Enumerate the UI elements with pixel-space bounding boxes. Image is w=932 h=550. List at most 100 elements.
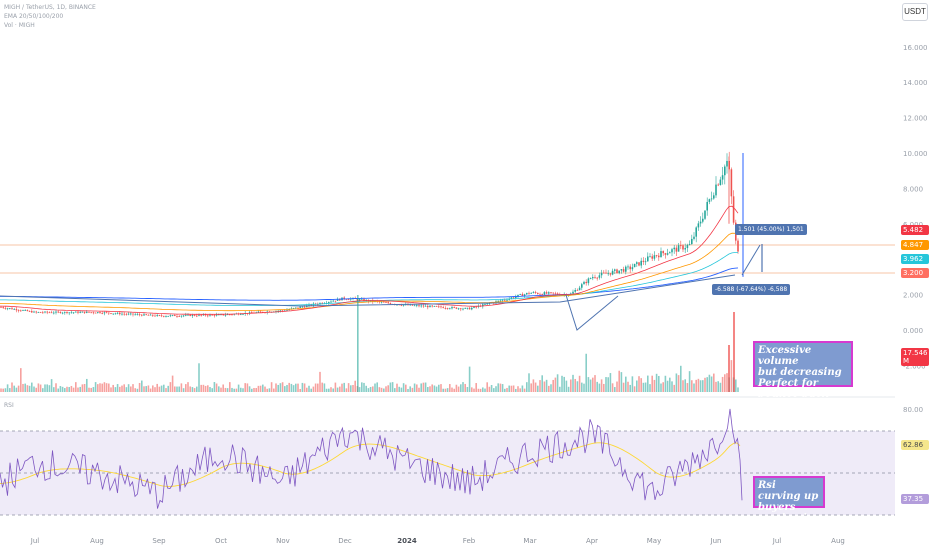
volume-bar [609, 373, 612, 392]
candle-body [171, 315, 174, 316]
volume-bar [39, 384, 42, 392]
volume-bar [600, 379, 603, 392]
volume-bar [570, 379, 572, 392]
volume-bar [374, 383, 376, 392]
candle-body [110, 313, 112, 314]
volume-bar [365, 385, 367, 392]
candle-body [636, 262, 638, 264]
volume-bar [644, 382, 647, 392]
time-axis-tick: Aug [831, 537, 845, 545]
volume-bar [310, 388, 312, 392]
volume-bar [616, 381, 618, 392]
volume-bar [504, 388, 506, 392]
volume-bar [357, 295, 359, 392]
volume-bar [680, 365, 682, 392]
volume-bar [132, 384, 134, 392]
volume-bar [589, 379, 592, 392]
candle-body [130, 313, 132, 315]
volume-bar [323, 383, 326, 392]
candle-body [105, 312, 108, 314]
candle-body [545, 292, 548, 294]
volume-bar [154, 387, 156, 392]
candle-body [28, 311, 31, 312]
volume-bar [127, 384, 130, 392]
volume-bar [319, 371, 321, 392]
volume-bar [290, 383, 293, 392]
candle-body [721, 175, 724, 180]
volume-bar [266, 388, 268, 392]
volume-bar [561, 375, 563, 392]
volume-bar [64, 388, 66, 392]
volume-bar [242, 388, 244, 392]
volume-bar [585, 353, 587, 392]
candle-body [691, 238, 693, 245]
candle-body [521, 294, 524, 297]
volume-bar [244, 383, 246, 392]
volume-bar [246, 383, 249, 392]
candle-body [200, 314, 202, 316]
volume-bar [193, 388, 196, 392]
volume-bar [622, 382, 625, 392]
candle-body [125, 313, 128, 315]
candle-body [433, 306, 436, 307]
volume-bar [273, 388, 275, 392]
volume-bar [559, 386, 561, 392]
candle-body [138, 314, 141, 316]
candle-body [607, 273, 609, 275]
rsi-pane [0, 398, 895, 522]
volume-bar [171, 375, 174, 392]
candle-body [642, 260, 645, 262]
volume-bar [695, 379, 697, 392]
volume-bar [721, 376, 724, 392]
candle-body [519, 294, 521, 295]
volume-bar [427, 387, 429, 392]
candle-body [211, 314, 213, 316]
volume-bar [2, 388, 4, 392]
volume-bar [629, 384, 631, 392]
volume-bar [574, 378, 576, 392]
volume-bar [33, 386, 35, 392]
candle-body [136, 314, 139, 316]
volume-bar [411, 387, 414, 392]
trend-arrow [741, 244, 761, 276]
currency-button[interactable]: USDT [902, 3, 928, 21]
volume-bar [332, 388, 334, 392]
candle-body [647, 256, 649, 262]
volume-bar [453, 388, 455, 392]
candle-body [13, 309, 15, 310]
volume-bar [567, 386, 570, 392]
volume-bar [103, 382, 106, 392]
volume-bar [607, 377, 609, 392]
volume-bar [508, 385, 510, 392]
volume-bar [627, 381, 629, 392]
ema-legend: EMA 20/50/100/200 [4, 13, 64, 20]
volume-bar [165, 388, 167, 392]
candle-body [248, 312, 251, 314]
candle-body [180, 315, 183, 317]
volume-bar [130, 386, 132, 392]
volume-bar [314, 383, 317, 392]
candle-body [471, 307, 473, 310]
volume-bar [517, 386, 519, 392]
candle-body [189, 314, 191, 316]
candle-body [715, 184, 717, 196]
candle-body [539, 293, 541, 295]
candle-body [50, 312, 53, 314]
volume-bar [420, 383, 422, 392]
volume-bar [402, 383, 405, 392]
rsi-pane-label: RSI [4, 402, 14, 409]
price-axis-tick: 2.000 [903, 292, 923, 300]
candle-body [11, 308, 13, 310]
candle-body [343, 297, 345, 299]
candle-body [152, 314, 154, 316]
candle-body [603, 272, 605, 274]
volume-bar [490, 385, 493, 392]
candle-body [662, 251, 664, 254]
candle-body [165, 316, 167, 317]
volume-bar [354, 380, 356, 392]
volume-bar [255, 387, 257, 392]
candle-body [176, 316, 178, 317]
volume-bar [79, 386, 81, 392]
candle-body [713, 195, 715, 199]
